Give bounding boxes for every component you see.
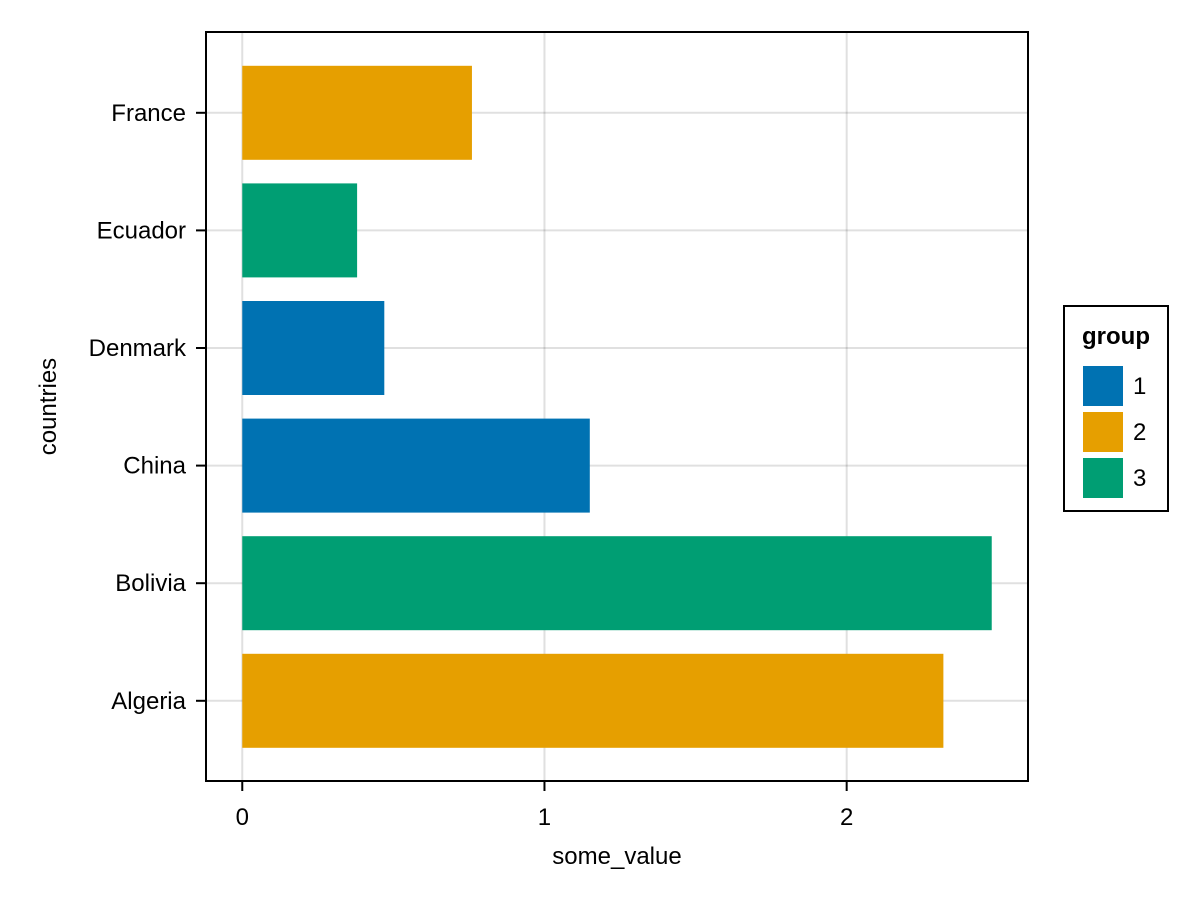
- legend-title: group: [1082, 323, 1150, 350]
- y-tick-label: France: [111, 100, 186, 127]
- x-axis-title: some_value: [552, 843, 681, 870]
- y-tick-label: Ecuador: [97, 217, 186, 244]
- legend-swatch-3: [1083, 458, 1123, 498]
- legend-swatch-1: [1083, 366, 1123, 406]
- x-tick-label: 1: [538, 804, 551, 831]
- y-tick-label: Denmark: [89, 335, 187, 362]
- y-axis: Algeria Bolivia China Denmark Ecuador France: [89, 100, 206, 715]
- x-tick-label: 2: [840, 804, 853, 831]
- x-tick-label: 0: [236, 804, 249, 831]
- legend-label-3: 3: [1133, 465, 1146, 492]
- legend-swatch-2: [1083, 412, 1123, 452]
- bars: [242, 65, 992, 748]
- bar-china: [242, 418, 590, 513]
- bar-denmark: [242, 301, 385, 395]
- plot-frame: [205, 31, 1029, 782]
- bar-bolivia: [242, 536, 992, 631]
- bar-ecuador: [242, 183, 358, 278]
- legend-label-2: 2: [1133, 419, 1146, 446]
- bar-algeria: [242, 653, 944, 748]
- legend-label-1: 1: [1133, 373, 1146, 400]
- bar-france: [242, 65, 472, 160]
- legend: group 1 2 3: [1063, 305, 1169, 512]
- y-tick-label: Bolivia: [115, 570, 186, 597]
- x-axis: 0 1 2: [236, 781, 853, 831]
- y-tick-label: China: [123, 453, 186, 480]
- y-axis-title: countries: [35, 358, 62, 455]
- y-tick-label: Algeria: [111, 688, 186, 715]
- legend-items: 1 2 3: [1083, 366, 1146, 498]
